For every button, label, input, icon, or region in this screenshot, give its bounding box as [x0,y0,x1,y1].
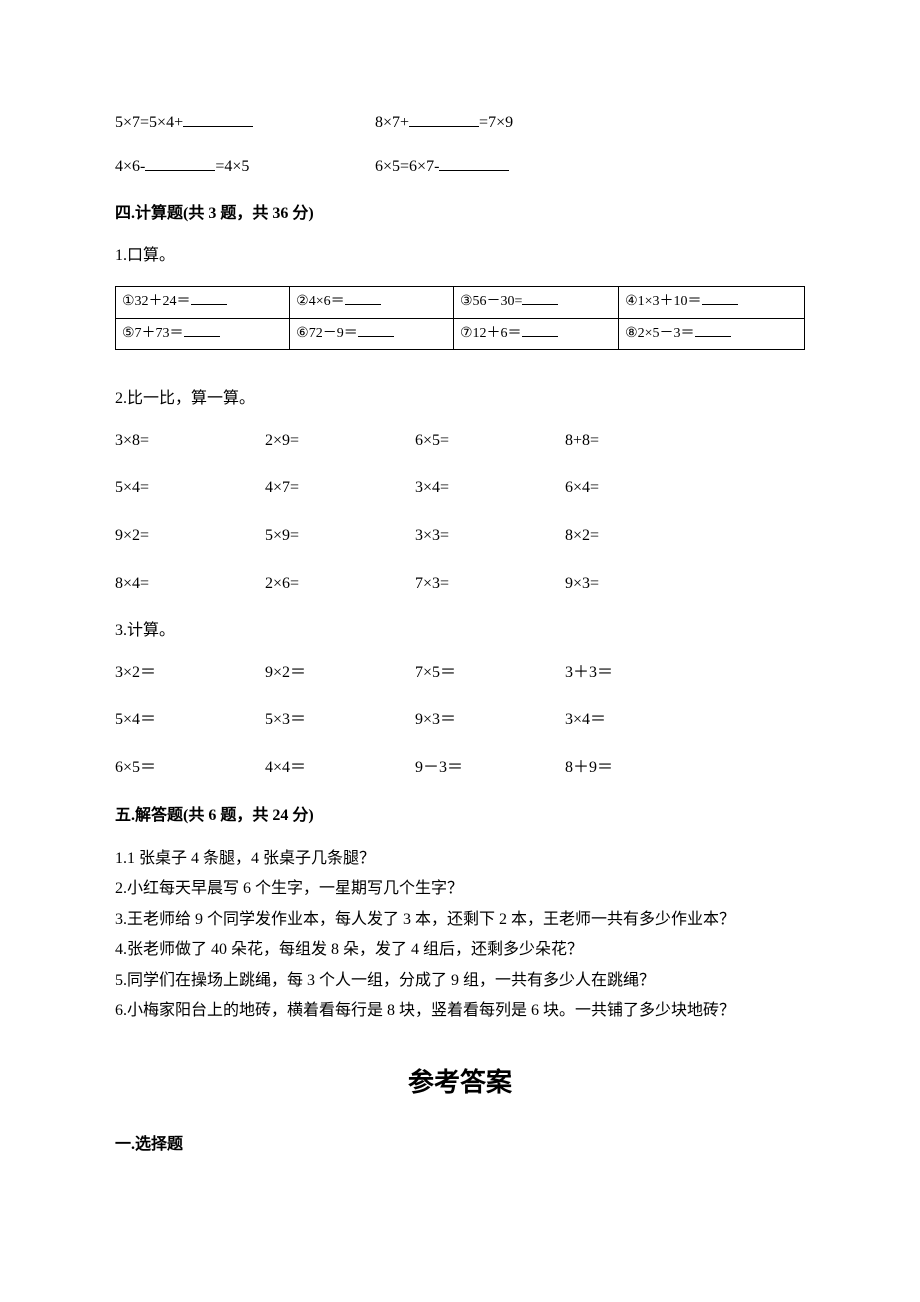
fill-blank[interactable] [358,325,394,337]
table-cell: ⑦12＋6＝ [453,318,618,349]
calc-item: 5×4= [115,475,265,501]
cell-text: ⑧2×5－3＝ [625,326,694,341]
table-cell: ①32＋24＝ [116,287,290,318]
equation-row-2: 4×6- =4×5 6×5=6×7- [115,154,805,180]
section5-title: 五.解答题(共 6 题，共 24 分) [115,803,805,829]
fill-blank[interactable] [522,325,558,337]
calc-item: 8×4= [115,571,265,597]
section4-title: 四.计算题(共 3 题，共 36 分) [115,201,805,227]
calc-item: 3×4= [415,475,565,501]
problem-item: 5.同学们在操场上跳绳，每 3 个人一组，分成了 9 组，一共有多少人在跳绳？ [115,966,805,996]
calc-item: 3×3= [415,523,565,549]
calc-item: 9－3＝ [415,755,565,781]
calc-item: 8×2= [565,523,715,549]
calc-item: 9×2＝ [265,660,415,686]
equation-1a: 5×7=5×4+ [115,110,375,136]
fill-blank[interactable] [409,111,479,127]
calc-item: 3×8= [115,428,265,454]
top-equations-block: 5×7=5×4+ 8×7+ =7×9 4×6- =4×5 6×5=6×7- [115,110,805,179]
calc-item: 6×4= [565,475,715,501]
equation-text: =4×5 [215,158,249,175]
fill-blank[interactable] [145,155,215,171]
oral-calc-table: ①32＋24＝ ②4×6＝ ③56－30= ④1×3＋10＝ ⑤7＋73＝ ⑥7… [115,286,805,350]
cell-text: ⑦12＋6＝ [460,326,522,341]
fill-blank[interactable] [695,325,731,337]
calc-item: 3×2＝ [115,660,265,686]
equation-text: 6×5=6×7- [375,158,439,175]
answers-section1: 一.选择题 [115,1132,805,1158]
calc-item: 3×4＝ [565,707,715,733]
table-row: ①32＋24＝ ②4×6＝ ③56－30= ④1×3＋10＝ [116,287,805,318]
calc-item: 5×9= [265,523,415,549]
calc-item: 7×5＝ [415,660,565,686]
cell-text: ③56－30= [460,294,522,309]
fill-blank[interactable] [183,111,253,127]
calc-item: 2×9= [265,428,415,454]
table-cell: ③56－30= [453,287,618,318]
calc-item: 9×2= [115,523,265,549]
calc-item: 7×3= [415,571,565,597]
table-row: ⑤7＋73＝ ⑥72－9＝ ⑦12＋6＝ ⑧2×5－3＝ [116,318,805,349]
problem-item: 3.王老师给 9 个同学发作业本，每人发了 3 本，还剩下 2 本，王老师一共有… [115,905,805,935]
calc-item: 8＋9＝ [565,755,715,781]
equation-text: =7×9 [479,114,513,131]
cell-text: ②4×6＝ [296,294,344,309]
calc-item: 6×5= [415,428,565,454]
equation-text: 8×7+ [375,114,409,131]
q2-label: 2.比一比，算一算。 [115,386,805,412]
fill-blank[interactable] [184,325,220,337]
problem-item: 1.1 张桌子 4 条腿，4 张桌子几条腿？ [115,844,805,874]
cell-text: ①32＋24＝ [122,294,191,309]
table-cell: ⑧2×5－3＝ [619,318,805,349]
word-problems: 1.1 张桌子 4 条腿，4 张桌子几条腿？ 2.小红每天早晨写 6 个生字，一… [115,844,805,1026]
problem-item: 2.小红每天早晨写 6 个生字，一星期写几个生字？ [115,874,805,904]
fill-blank[interactable] [522,293,558,305]
equation-text: 4×6- [115,158,145,175]
equation-row-1: 5×7=5×4+ 8×7+ =7×9 [115,110,805,136]
calc-item: 5×3＝ [265,707,415,733]
equation-2a: 4×6- =4×5 [115,154,375,180]
problem-item: 4.张老师做了 40 朵花，每组发 8 朵，发了 4 组后，还剩多少朵花？ [115,935,805,965]
calc-item: 3＋3＝ [565,660,715,686]
table-cell: ②4×6＝ [290,287,454,318]
q2-grid: 3×8= 2×9= 6×5= 8+8= 5×4= 4×7= 3×4= 6×4= … [115,428,805,596]
answers-title: 参考答案 [115,1062,805,1104]
calc-item: 9×3＝ [415,707,565,733]
calc-item: 6×5＝ [115,755,265,781]
equation-1b: 8×7+ =7×9 [375,110,635,136]
fill-blank[interactable] [191,293,227,305]
problem-item: 6.小梅家阳台上的地砖，横着看每行是 8 块，竖着看每列是 6 块。一共铺了多少… [115,996,805,1026]
calc-item: 9×3= [565,571,715,597]
table-cell: ⑤7＋73＝ [116,318,290,349]
calc-item: 4×7= [265,475,415,501]
calc-item: 5×4＝ [115,707,265,733]
calc-item: 2×6= [265,571,415,597]
q3-grid: 3×2＝ 9×2＝ 7×5＝ 3＋3＝ 5×4＝ 5×3＝ 9×3＝ 3×4＝ … [115,660,805,781]
table-cell: ⑥72－9＝ [290,318,454,349]
q3-label: 3.计算。 [115,618,805,644]
fill-blank[interactable] [702,293,738,305]
cell-text: ⑤7＋73＝ [122,326,184,341]
equation-text: 5×7=5×4+ [115,114,183,131]
cell-text: ⑥72－9＝ [296,326,358,341]
fill-blank[interactable] [439,155,509,171]
equation-2b: 6×5=6×7- [375,154,635,180]
calc-item: 8+8= [565,428,715,454]
fill-blank[interactable] [345,293,381,305]
calc-item: 4×4＝ [265,755,415,781]
table-cell: ④1×3＋10＝ [619,287,805,318]
q1-label: 1.口算。 [115,243,805,269]
cell-text: ④1×3＋10＝ [625,294,701,309]
